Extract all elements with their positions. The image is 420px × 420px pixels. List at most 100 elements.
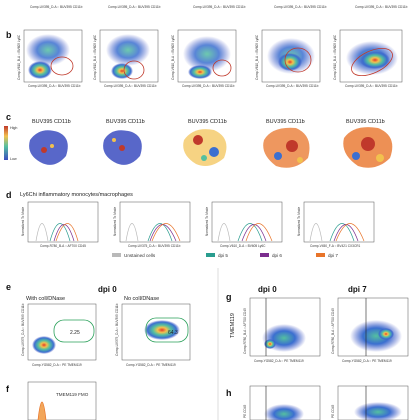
panel-e-xlabel-1: Comp-YG582_D-A :: PE TMEM119 [32,363,82,367]
tsne-map-3: BUV395 CD11b [183,119,227,166]
panel-g-ylabel-2: Comp-R780_B-A :: AF700 CD45 [331,308,335,354]
density-plot-b3: Comp-UV395_D-A :: BUV395 CD11b Comp-V610… [171,29,237,88]
panel-b: b Comp-UV395_D-A :: BUV395 CD11b Comp-V6… [6,29,403,88]
panel-d: d Ly6Chi inflammatory monocytes/macropha… [6,190,375,258]
legend-item-unstained: Unstained cells [112,253,156,258]
panel-b-ylabel-4: Comp-V610_B-A :: BV605 Ly6C [255,34,259,80]
panel-b-xlabel-3: Comp-UV395_D-A :: BUV395 CD11b [182,84,235,88]
hist-xlabel-4: Comp-V450_F-A :: BV421 CX3CR1 [310,244,361,248]
gate-value-left: 2.25 [70,330,80,336]
panel-a-xlabel-2: Comp-UV395_D-A :: BUV395 CD11b [108,5,161,9]
gating-plot-h-right: PE CD45 [331,385,409,420]
tsne-title-3: BUV395 CD11b [188,119,227,125]
panel-b-ylabel-2: Comp-V610_B-A :: BV605 Ly6C [93,34,97,80]
histogram-1: Comp-R780_B-A :: AF700 CD45 Normalized T… [21,201,99,248]
panel-g-left-title: dpi 0 [258,285,277,294]
panel-b-ylabel-5: Comp-V610_B-A :: BV605 Ly6C [333,34,337,80]
panel-a-axis-labels: Comp-UV395_D-A :: BUV395 CD11b Comp-UV39… [30,5,408,9]
panel-b-ylabel-3: Comp-V610_B-A :: BV605 Ly6C [171,34,175,80]
panel-e-ylabel-1: Comp-UV375_D-A :: BUV395 CD11b [21,303,25,356]
tsne-title-5: BUV395 CD11b [346,119,385,125]
panel-h-ylabel-2: PE CD45 [331,404,335,418]
hist-xlabel-2: Comp-UV375_D-A :: BUV395 CD11b [128,244,181,248]
panel-b-xlabel-1: Comp-UV395_D-A :: BUV395 CD11b [28,84,81,88]
svg-text:Unstained cells: Unstained cells [124,253,156,258]
gating-plot-h-left: PE CD45 [243,385,321,420]
tsne-title-1: BUV395 CD11b [32,119,71,125]
gate-value-right: 64.3 [168,330,178,336]
panel-g-right-title: dpi 7 [348,285,367,294]
legend-item-dpi7: dpi 7 [316,253,338,258]
panel-e: e dpi 0 With coll/DNase No coll/DNase 2.… [6,282,191,367]
svg-text:dpi 6: dpi 6 [272,253,282,258]
legend-item-dpi6: dpi 6 [260,253,282,258]
panel-e-letter: e [6,282,11,292]
fmo-histogram [37,401,47,420]
scale-high-label: High [10,126,17,130]
gate-e-left [53,319,95,343]
panel-h: h PE CD45 PE CD45 [226,385,409,420]
hist-ylabel-4: Normalized To Mode [297,207,301,236]
gating-plot-e-left: 2.25 Comp-YG582_D-A :: PE TMEM119 Comp-U… [21,303,97,367]
panel-g-row-label: TMEM119 [230,313,236,338]
panel-a: Comp-UV395_D-A :: BUV395 CD11b Comp-UV39… [30,5,408,9]
gate-e-right [145,317,189,343]
panel-c-letter: c [6,112,11,122]
gate-ellipse [50,56,74,76]
hist-xlabel-3: Comp-V610_D-A :: BV605 Ly6C [220,244,266,248]
density-plot-b4: Comp-UV395_D-A :: BUV395 CD11b Comp-V610… [255,29,321,88]
legend-item-dpi5: dpi 5 [206,253,228,258]
tsne-map-2: BUV395 CD11b [103,119,145,165]
panel-e-dpi-title: dpi 0 [98,285,117,294]
gating-plot-e-right: 64.3 Comp-YG582_D-A :: PE TMEM119 Comp-U… [115,303,191,367]
histogram-2: Comp-UV375_D-A :: BUV395 CD11b Normalize… [113,201,191,248]
svg-text:dpi 5: dpi 5 [218,253,228,258]
panel-c: c High Low BUV395 CD11b BUV395 CD11b BUV… [4,112,393,168]
hist-xlabel-1: Comp-R780_B-A :: AF700 CD45 [40,244,86,248]
density-plot-b1: Comp-UV395_D-A :: BUV395 CD11b Comp-V610… [17,29,83,88]
panel-d-title: Ly6Chi inflammatory monocytes/macrophage… [20,192,133,198]
histogram-4: Comp-V450_F-A :: BV421 CX3CR1 Normalized… [297,201,375,248]
panel-a-xlabel-3: Comp-UV395_D-A :: BUV395 CD11b [193,5,246,9]
gating-plot-g-right: Comp-YG582_D-A :: PE TMEM119 Comp-R780_B… [331,297,409,363]
panel-h-letter: h [226,388,232,398]
panel-a-xlabel-5: Comp-UV395_D-A :: BUV395 CD11b [355,5,408,9]
panel-e-right-title: No coll/DNase [124,296,159,302]
hist-ylabel-2: Normalized To Mode [113,207,117,236]
panel-g: g dpi 0 dpi 7 TMEM119 Comp-YG582_D-A :: … [226,285,409,363]
panel-h-ylabel-1: PE CD45 [243,404,247,418]
panel-g-xlabel-2: Comp-YG582_D-A :: PE TMEM119 [342,359,392,363]
panel-e-left-title: With coll/DNase [26,296,65,302]
tsne-map-5: BUV395 CD11b [343,119,393,168]
panel-a-xlabel-1: Comp-UV395_D-A :: BUV395 CD11b [30,5,83,9]
panel-a-xlabel-4: Comp-UV395_D-A :: BUV395 CD11b [274,5,327,9]
panel-e-xlabel-2: Comp-YG582_D-A :: PE TMEM119 [126,363,176,367]
histogram-3: Comp-V610_D-A :: BV605 Ly6C Normalized T… [205,201,283,248]
panel-b-xlabel-2: Comp-UV395_D-A :: BUV395 CD11b [104,84,157,88]
panel-e-ylabel-2: Comp-UV375_D-A :: BUV395 CD11b [115,303,119,356]
tsne-map-4: BUV395 CD11b [263,119,310,168]
panel-b-ylabel-1: Comp-V610_B-A :: BV605 Ly6C [17,34,21,80]
panel-b-xlabel-4: Comp-UV395_D-A :: BUV395 CD11b [266,84,319,88]
tsne-map-1: BUV395 CD11b [29,119,71,165]
color-scale: High Low [4,126,17,161]
panel-g-xlabel-1: Comp-YG582_D-A :: PE TMEM119 [254,359,304,363]
histogram-legend: Unstained cells dpi 5 dpi 6 dpi 7 [112,253,338,258]
density-plot-b2: Comp-UV395_D-A :: BUV395 CD11b Comp-V610… [93,29,159,88]
density-plot-b5: Comp-UV395_D-A :: BUV395 CD11b Comp-V610… [333,29,403,88]
tsne-title-4: BUV395 CD11b [266,119,305,125]
panel-g-ylabel-1: Comp-R780_B-A :: AF700 CD45 [243,308,247,354]
panel-g-letter: g [226,292,232,302]
panel-f-letter: f [6,384,10,394]
panel-b-letter: b [6,30,12,40]
panel-d-letter: d [6,190,12,200]
hist-ylabel-3: Normalized To Mode [205,207,209,236]
tsne-title-2: BUV395 CD11b [106,119,145,125]
svg-text:dpi 7: dpi 7 [328,253,338,258]
gating-plot-g-left: Comp-YG582_D-A :: PE TMEM119 Comp-R780_B… [243,297,321,363]
panel-f: f TMEM119 FMO [6,381,97,420]
panel-b-xlabel-5: Comp-UV395_D-A :: BUV395 CD11b [345,84,398,88]
hist-ylabel-1: Normalized To Mode [21,207,25,236]
scale-low-label: Low [10,157,17,161]
